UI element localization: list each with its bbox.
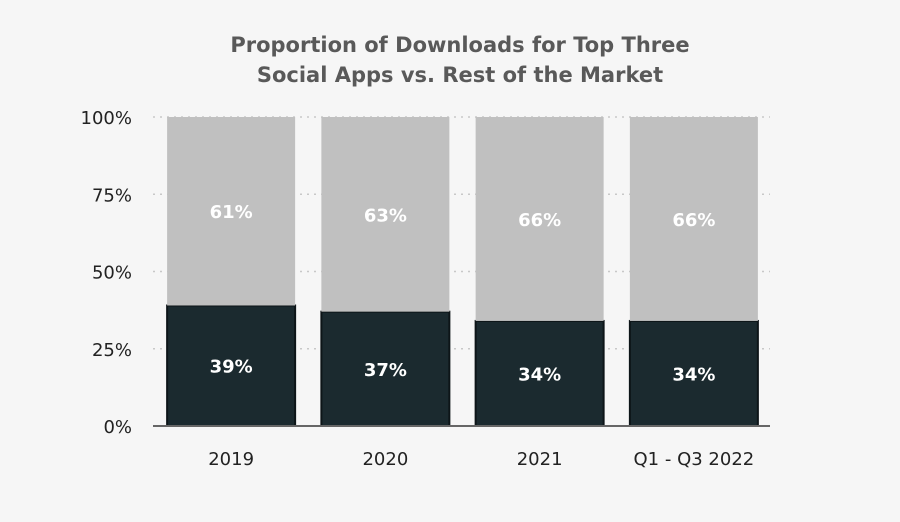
chart-title: Proportion of Downloads for Top Three So…	[0, 30, 900, 90]
bars: 39% 61% 37% 63% 34% 66% 34% 66%	[166, 117, 759, 428]
y-tick-label: 0%	[103, 417, 132, 438]
x-tick-label: 2019	[208, 449, 254, 470]
y-tick-label: 25%	[92, 340, 132, 361]
data-label: 63%	[364, 205, 407, 226]
data-label: 39%	[210, 357, 253, 378]
y-tick-label: 75%	[92, 185, 132, 206]
x-axis: 2019 2020 2021 Q1 - Q3 2022	[208, 449, 754, 470]
x-tick-label: 2021	[517, 449, 563, 470]
bar-segment-rest-of-market	[629, 117, 758, 321]
y-tick-label: 50%	[92, 263, 132, 284]
bar-segment-top-three	[320, 310, 451, 428]
bar-segment-top-three	[474, 319, 605, 427]
data-label: 66%	[672, 210, 715, 231]
data-label: 34%	[518, 364, 561, 385]
data-label: 37%	[364, 360, 407, 381]
data-label: 61%	[210, 202, 253, 223]
gridlines	[153, 116, 770, 350]
chart-title-line-1: Proportion of Downloads for Top Three	[230, 33, 690, 57]
bar-segment-rest-of-market	[321, 117, 450, 312]
bar-segment-rest-of-market	[475, 117, 604, 321]
x-tick-label: Q1 - Q3 2022	[634, 449, 755, 470]
chart-title-line-2: Social Apps vs. Rest of the Market	[256, 63, 664, 87]
data-label: 66%	[518, 210, 561, 231]
data-label: 34%	[672, 364, 715, 385]
y-tick-label: 100%	[81, 108, 132, 129]
y-axis: 0% 25% 50% 75% 100%	[81, 108, 132, 438]
bar-segment-rest-of-market	[167, 117, 296, 306]
bar-segment-top-three	[628, 319, 759, 427]
x-tick-label: 2020	[362, 449, 408, 470]
